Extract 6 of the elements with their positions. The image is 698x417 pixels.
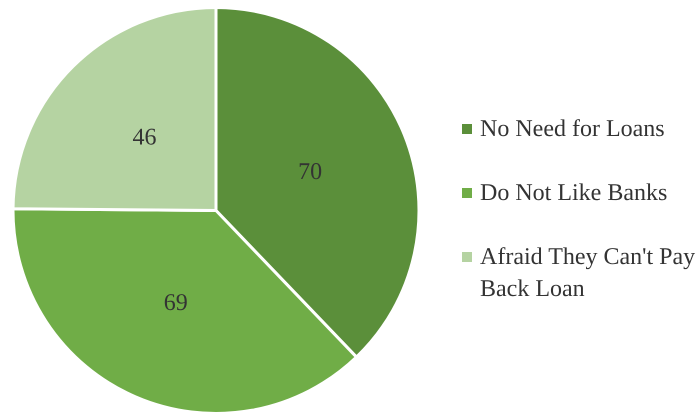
data-label: 69 [164,290,188,316]
legend-label: No Need for Loans [480,114,665,144]
data-label: 46 [132,124,157,151]
legend-label: Afraid They Can't Pay Back Loan [480,242,696,304]
legend-label: Do Not Like Banks [480,178,668,208]
data-label: 70 [298,158,322,185]
